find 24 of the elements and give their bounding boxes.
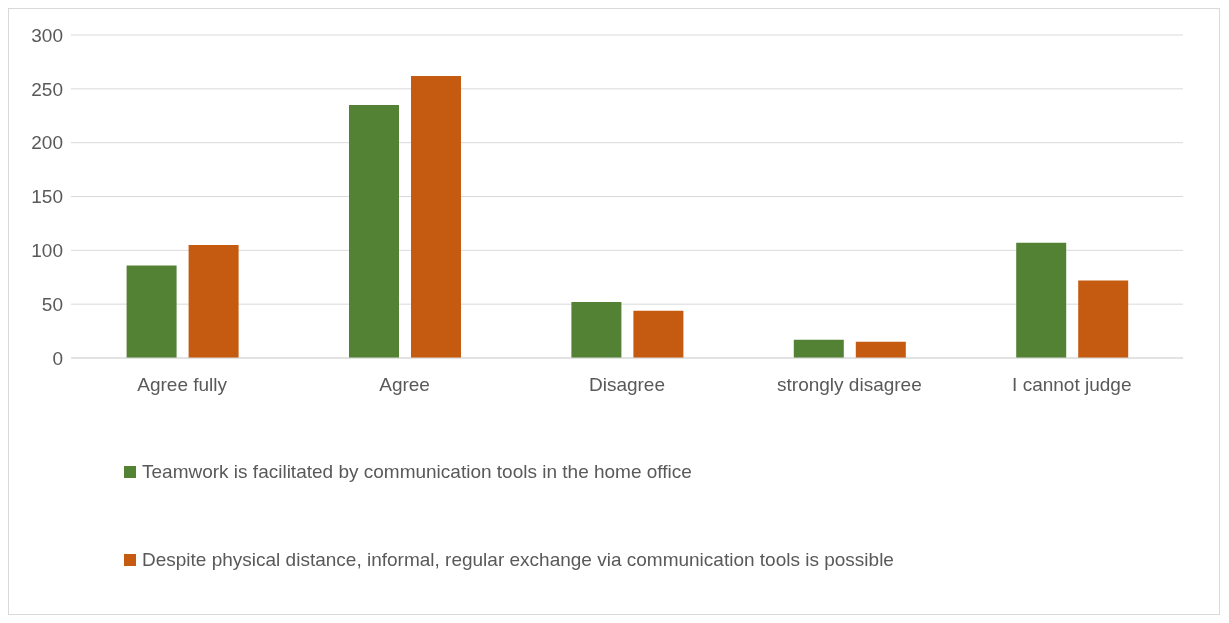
bar bbox=[793, 339, 844, 358]
bar bbox=[633, 310, 684, 358]
bar bbox=[188, 244, 239, 358]
x-tick-label: I cannot judge bbox=[1012, 374, 1132, 396]
x-tick-label: Disagree bbox=[588, 374, 666, 396]
y-tick-label: 100 bbox=[31, 240, 63, 262]
bar bbox=[1016, 242, 1067, 358]
bar bbox=[349, 104, 399, 358]
y-tick-label: 50 bbox=[41, 293, 63, 315]
y-tick-label: 200 bbox=[31, 132, 63, 154]
y-tick-label: 300 bbox=[31, 24, 63, 46]
x-tick-label: Agree fully bbox=[137, 374, 228, 396]
legend-label: Teamwork is facilitated by communication tools in the home office bbox=[142, 461, 692, 483]
bar bbox=[571, 302, 622, 358]
x-tick-label: strongly disagree bbox=[777, 374, 922, 396]
bar bbox=[1078, 280, 1129, 358]
bar bbox=[855, 341, 906, 358]
y-tick-label: 0 bbox=[52, 347, 63, 369]
bar bbox=[126, 265, 177, 358]
y-tick-label: 250 bbox=[31, 78, 63, 100]
bar bbox=[411, 75, 461, 358]
y-tick-label: 150 bbox=[31, 186, 63, 208]
legend-label: Despite physical distance, informal, regular exchange via communication tools is possible bbox=[142, 549, 894, 571]
x-tick-label: Agree bbox=[379, 374, 430, 396]
